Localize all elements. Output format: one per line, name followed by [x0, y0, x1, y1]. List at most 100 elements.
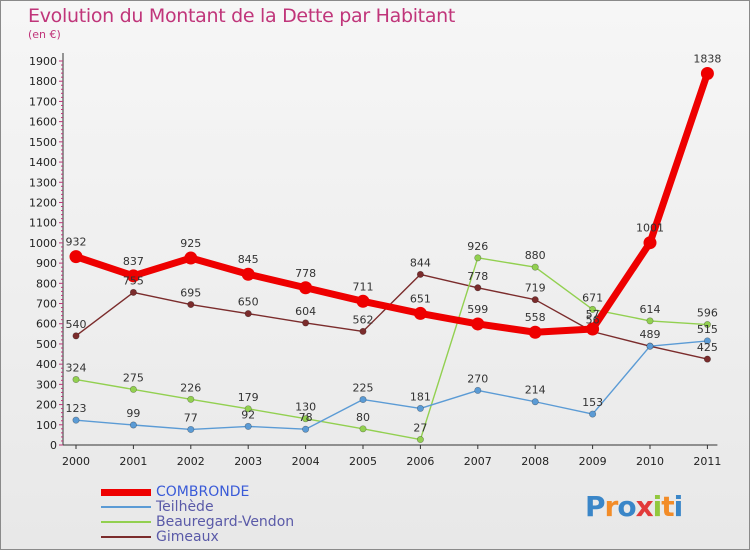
data-label: 711 — [353, 280, 374, 293]
y-tick-label: 100 — [36, 419, 57, 432]
data-point — [244, 310, 252, 318]
logo-letter: t — [661, 490, 674, 523]
x-tick-label: 2001 — [119, 455, 147, 468]
data-point — [72, 376, 80, 384]
y-tick-label: 300 — [36, 378, 57, 391]
data-point — [244, 405, 252, 413]
data-point — [241, 267, 255, 281]
y-tick-label: 1400 — [29, 156, 57, 169]
logo-letter: i — [673, 490, 684, 523]
data-label: 599 — [467, 303, 488, 316]
data-point — [244, 422, 252, 430]
data-point — [646, 317, 654, 325]
data-label: 1001 — [636, 222, 664, 235]
y-tick-label: 1700 — [29, 95, 57, 108]
data-point — [474, 254, 482, 262]
proxiti-logo: Proxiti — [585, 490, 684, 523]
data-label: 845 — [238, 253, 259, 266]
legend-label: Gimeaux — [156, 529, 219, 545]
data-label: 844 — [410, 256, 431, 269]
y-tick-label: 400 — [36, 358, 57, 371]
data-point — [129, 288, 137, 296]
y-tick-label: 1300 — [29, 176, 57, 189]
legend-swatch — [101, 489, 151, 496]
data-label: 179 — [238, 391, 259, 404]
data-label: 324 — [66, 362, 87, 375]
data-point — [302, 425, 310, 433]
data-point — [187, 425, 195, 433]
data-point — [643, 236, 657, 250]
data-label: 80 — [356, 411, 370, 424]
data-label: 671 — [582, 291, 603, 304]
chart-title: Evolution du Montant de la Dette par Hab… — [28, 5, 456, 27]
data-label: 650 — [238, 296, 259, 309]
y-tick-label: 1100 — [29, 217, 57, 230]
data-label: 925 — [180, 237, 201, 250]
y-tick-label: 1200 — [29, 196, 57, 209]
data-point — [528, 325, 542, 339]
y-tick-label: 1500 — [29, 136, 57, 149]
legend-label: Teilhède — [156, 499, 214, 515]
series-line-combronde — [72, 70, 711, 336]
logo-letter: i — [652, 490, 663, 523]
data-point — [531, 398, 539, 406]
data-point — [356, 294, 370, 308]
data-point — [129, 421, 137, 429]
data-label: 56 — [586, 314, 600, 327]
data-point — [471, 317, 485, 331]
data-label: 226 — [180, 381, 201, 394]
x-tick-label: 2005 — [349, 455, 377, 468]
data-point — [413, 306, 427, 320]
x-tick-label: 2010 — [636, 455, 664, 468]
data-label: 614 — [640, 303, 661, 316]
data-label: 153 — [582, 396, 603, 409]
data-label: 1838 — [693, 53, 721, 66]
data-point — [474, 284, 482, 292]
x-tick-label: 2003 — [234, 455, 262, 468]
data-point — [646, 342, 654, 350]
data-point — [187, 395, 195, 403]
legend-label: COMBRONDE — [156, 484, 250, 500]
data-label: 99 — [126, 407, 140, 420]
data-point — [359, 396, 367, 404]
data-label: 214 — [525, 384, 546, 397]
data-label: 778 — [467, 270, 488, 283]
y-tick-label: 1600 — [29, 116, 57, 129]
legend-swatch — [101, 506, 151, 508]
y-tick-label: 200 — [36, 399, 57, 412]
x-tick-label: 2011 — [693, 455, 721, 468]
logo-letter: r — [604, 490, 619, 523]
logo-letter: o — [617, 490, 636, 523]
data-point — [72, 416, 80, 424]
data-point — [359, 425, 367, 433]
data-point — [531, 263, 539, 271]
data-label: 778 — [295, 267, 316, 280]
data-label: 27 — [413, 422, 427, 435]
legend-label: Beauregard-Vendon — [156, 514, 295, 530]
data-label: 932 — [66, 236, 87, 249]
data-point — [302, 415, 310, 423]
data-point — [589, 305, 597, 313]
data-point — [589, 410, 597, 418]
data-label: 425 — [697, 341, 718, 354]
data-label: 719 — [525, 282, 546, 295]
data-point — [129, 385, 137, 393]
data-label: 926 — [467, 240, 488, 253]
y-tick-label: 900 — [36, 257, 57, 270]
data-point — [700, 67, 714, 81]
data-label: 880 — [525, 249, 546, 262]
x-tick-label: 2002 — [177, 455, 205, 468]
data-point — [416, 270, 424, 278]
data-label: 77 — [184, 411, 198, 424]
y-tick-label: 0 — [50, 439, 57, 452]
data-label: 225 — [353, 382, 374, 395]
y-tick-label: 1900 — [29, 55, 57, 68]
series-line-beauregard-vendon — [75, 257, 709, 441]
data-label: 540 — [66, 318, 87, 331]
y-tick-label: 1000 — [29, 237, 57, 250]
data-label: 515 — [697, 323, 718, 336]
data-label: 837 — [123, 255, 144, 268]
data-point — [416, 436, 424, 444]
